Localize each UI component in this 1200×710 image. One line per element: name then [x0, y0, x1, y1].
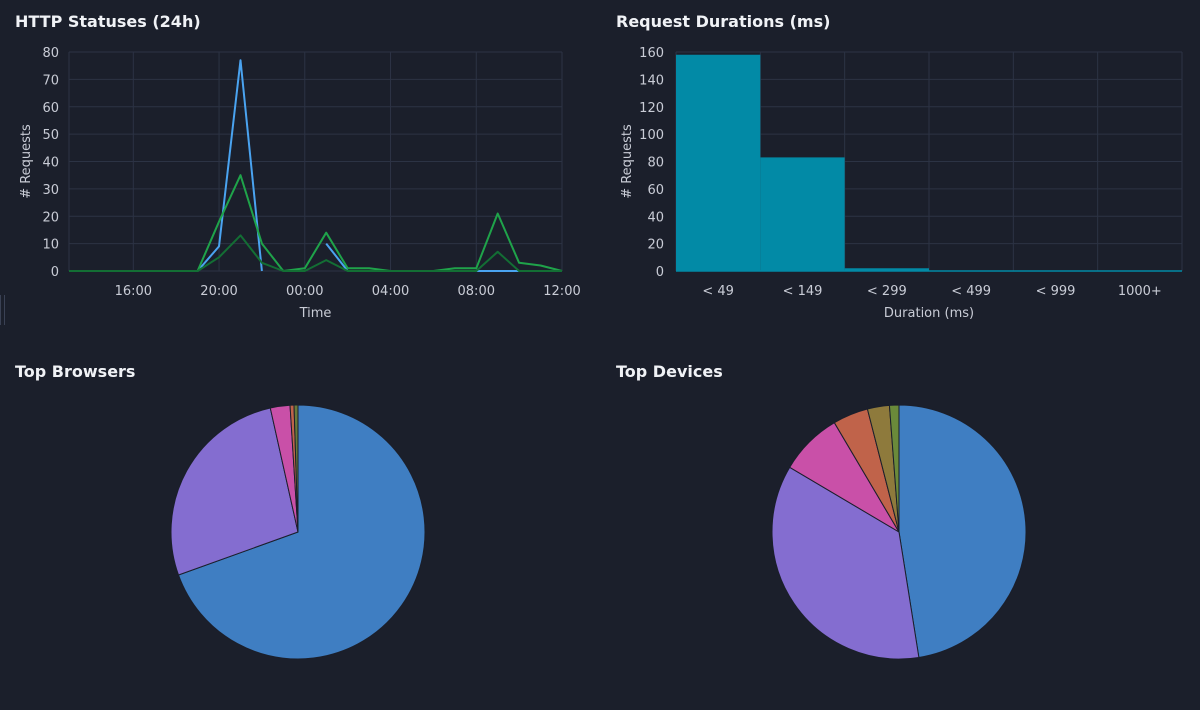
- http-statuses-panel: HTTP Statuses (24h) 0 10 20 30 40 50 60 70 80 16:…: [15, 12, 585, 327]
- line-series-b: [69, 174, 563, 272]
- pie-slice-1: [898, 404, 1027, 659]
- pie-slice-6: [888, 404, 900, 533]
- x-axis-label: Time: [299, 306, 332, 321]
- x-axis-label: Duration (ms): [884, 306, 974, 321]
- y-tick-label: 20: [647, 238, 664, 253]
- y-tick-label: 80: [42, 46, 59, 61]
- line-series-a: [69, 59, 520, 272]
- http-statuses-chart: 0 10 20 30 40 50 60 70 80 16:00 20:00 00:00 04:00 08:…: [19, 46, 581, 321]
- top-browsers-panel: Top Browsers: [15, 362, 585, 702]
- y-tick-label: 60: [42, 101, 59, 116]
- bar-2: [760, 157, 845, 271]
- x-tick-label: < 49: [702, 284, 734, 299]
- y-tick-label: 160: [639, 46, 664, 61]
- x-tick-label: 04:00: [372, 284, 409, 299]
- y-tick-label: 80: [647, 156, 664, 171]
- y-tick-label: 120: [639, 101, 664, 116]
- x-tick-label: < 299: [867, 284, 907, 299]
- x-tick-label: 20:00: [200, 284, 237, 299]
- top-browsers-title: Top Browsers: [15, 362, 136, 381]
- top-devices-chart: [771, 404, 1027, 660]
- x-tick-label: < 499: [951, 284, 991, 299]
- y-tick-label: 20: [42, 210, 59, 225]
- y-tick-label: 10: [42, 238, 59, 253]
- request-durations-chart: 0 20 40 60 80 100 120 140 160 < 49 < 149 < 299 < 499…: [620, 46, 1183, 321]
- y-tick-label: 0: [51, 265, 59, 280]
- bar-1: [676, 54, 761, 271]
- x-tick-label: < 999: [1036, 284, 1076, 299]
- x-tick-label: 08:00: [458, 284, 495, 299]
- y-tick-label: 30: [42, 183, 59, 198]
- pie-slice-1: [177, 404, 426, 660]
- x-tick-label: 16:00: [115, 284, 152, 299]
- panel-resize-handle[interactable]: [0, 295, 5, 325]
- pie-slice-2: [771, 466, 920, 660]
- top-devices-title: Top Devices: [616, 362, 723, 381]
- request-durations-panel: Request Durations (ms) 0 20 40 60 80 100 120 14…: [616, 12, 1196, 327]
- x-tick-label: < 149: [783, 284, 823, 299]
- request-durations-title: Request Durations (ms): [616, 12, 831, 31]
- bar-3: [844, 268, 929, 271]
- y-tick-label: 40: [42, 156, 59, 171]
- pie-slice-2: [170, 407, 299, 576]
- top-devices-panel: Top Devices: [616, 362, 1196, 702]
- y-axis-label: # Requests: [620, 124, 635, 199]
- x-tick-label: 00:00: [286, 284, 323, 299]
- y-axis-label: # Requests: [19, 124, 34, 199]
- y-tick-label: 40: [647, 210, 664, 225]
- pie-slice-5: [293, 404, 299, 533]
- http-statuses-title: HTTP Statuses (24h): [15, 12, 201, 31]
- y-tick-label: 0: [656, 265, 664, 280]
- y-tick-label: 50: [42, 128, 59, 143]
- x-tick-label: 12:00: [543, 284, 580, 299]
- y-tick-label: 100: [639, 128, 664, 143]
- y-tick-label: 140: [639, 73, 664, 88]
- line-series-c: [69, 234, 562, 272]
- x-tick-label: 1000+: [1118, 284, 1162, 299]
- y-tick-label: 60: [647, 183, 664, 198]
- top-browsers-chart: [170, 404, 426, 660]
- y-tick-label: 70: [42, 73, 59, 88]
